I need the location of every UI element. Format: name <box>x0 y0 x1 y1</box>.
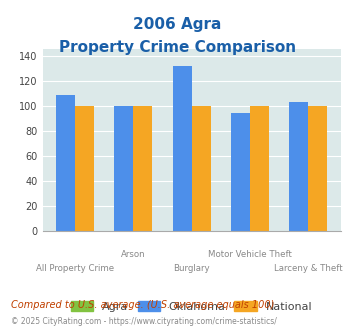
Bar <box>56 95 75 231</box>
Text: Motor Vehicle Theft: Motor Vehicle Theft <box>208 250 292 259</box>
Bar <box>308 106 327 231</box>
Bar <box>75 106 94 231</box>
Bar <box>173 66 192 231</box>
Bar <box>250 106 269 231</box>
Bar <box>133 106 152 231</box>
Bar <box>192 106 211 231</box>
Text: Compared to U.S. average. (U.S. average equals 100): Compared to U.S. average. (U.S. average … <box>11 300 274 310</box>
Text: © 2025 CityRating.com - https://www.cityrating.com/crime-statistics/: © 2025 CityRating.com - https://www.city… <box>11 317 277 326</box>
Text: Arson: Arson <box>121 250 146 259</box>
Bar <box>289 102 308 231</box>
Text: All Property Crime: All Property Crime <box>36 264 114 273</box>
Legend: Agra, Oklahoma, National: Agra, Oklahoma, National <box>67 297 317 316</box>
Bar <box>231 113 250 231</box>
Text: Burglary: Burglary <box>173 264 210 273</box>
Text: Property Crime Comparison: Property Crime Comparison <box>59 40 296 54</box>
Text: 2006 Agra: 2006 Agra <box>133 16 222 31</box>
Text: Larceny & Theft: Larceny & Theft <box>274 264 343 273</box>
Bar <box>114 106 133 231</box>
